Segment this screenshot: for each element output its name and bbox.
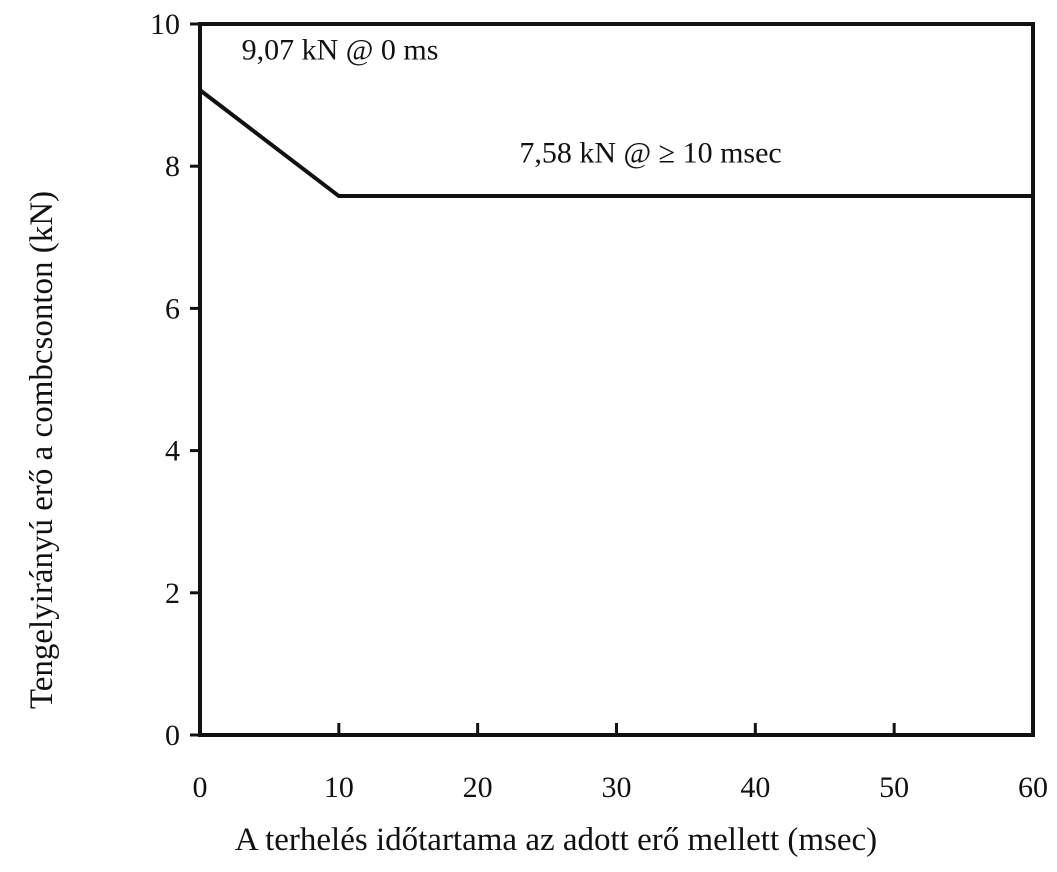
x-axis-label: A terhelés időtartama az adott erő melle… — [235, 822, 877, 858]
y-axis-ticks: 0 2 4 6 8 10 — [150, 8, 200, 752]
y-tick-label: 4 — [165, 435, 180, 468]
series-layer — [198, 88, 1033, 199]
x-tick-label: 50 — [879, 771, 909, 804]
y-tick-label: 6 — [165, 292, 180, 325]
x-tick-label: 10 — [324, 771, 354, 804]
x-tick-label: 30 — [602, 771, 632, 804]
y-tick-label: 10 — [150, 8, 180, 41]
x-axis-ticks: 0 10 20 30 40 50 60 — [193, 723, 1048, 804]
y-tick-label: 8 — [165, 150, 180, 183]
series-line — [198, 88, 1033, 199]
y-tick-label: 2 — [165, 577, 180, 610]
y-axis-label: Tengelyirányú erő a combcsonton (kN) — [24, 191, 60, 709]
x-tick-label: 40 — [740, 771, 770, 804]
x-tick-label: 20 — [463, 771, 493, 804]
x-tick-label: 60 — [1018, 771, 1048, 804]
data-annotation: 7,58 kN @ ≥ 10 msec — [519, 137, 781, 170]
plot-frame — [198, 22, 1035, 737]
annotation-layer: 9,07 kN @ 0 ms 7,58 kN @ ≥ 10 msec — [242, 34, 782, 170]
x-tick-label: 0 — [193, 771, 208, 804]
data-annotation: 9,07 kN @ 0 ms — [242, 34, 439, 67]
y-tick-label: 0 — [165, 719, 180, 752]
